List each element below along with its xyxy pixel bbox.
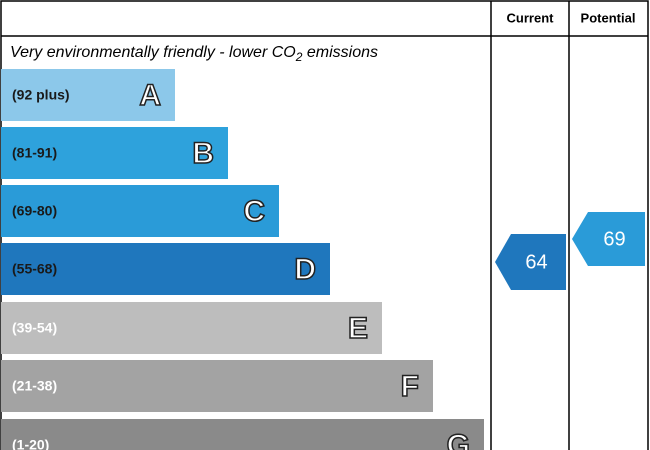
band-range: (55-68)	[12, 261, 57, 277]
header-current: Current	[507, 10, 555, 25]
band-letter: G	[447, 429, 470, 450]
band-bar	[1, 127, 228, 179]
band-bar	[1, 185, 279, 237]
potential-value: 69	[603, 228, 625, 250]
caption-text: emissions	[302, 44, 378, 61]
band-range: (39-54)	[12, 320, 57, 336]
current-arrow	[495, 234, 566, 290]
header-potential: Potential	[581, 10, 636, 25]
band-letter: D	[294, 253, 316, 286]
band-letter: C	[243, 195, 265, 228]
band-range: (69-80)	[12, 203, 57, 219]
caption: Very environmentally friendly - lower CO…	[10, 44, 378, 64]
band-letter: E	[348, 312, 368, 345]
band-bar	[1, 419, 484, 450]
band-bar	[1, 302, 382, 354]
band-letter: B	[192, 137, 214, 170]
band-range: (81-91)	[12, 145, 57, 161]
caption-sub: 2	[295, 50, 303, 64]
band-bar	[1, 360, 433, 412]
band-letter: A	[139, 79, 161, 112]
caption-text: Very environmentally friendly - lower CO	[10, 44, 296, 61]
band-bar	[1, 243, 330, 295]
band-letter: F	[401, 370, 419, 403]
band-bar	[1, 69, 175, 121]
potential-arrow	[572, 212, 645, 266]
band-range: (1-20)	[12, 437, 49, 450]
band-range: (21-38)	[12, 378, 57, 394]
current-value: 64	[525, 251, 547, 273]
band-range: (92 plus)	[12, 87, 70, 103]
